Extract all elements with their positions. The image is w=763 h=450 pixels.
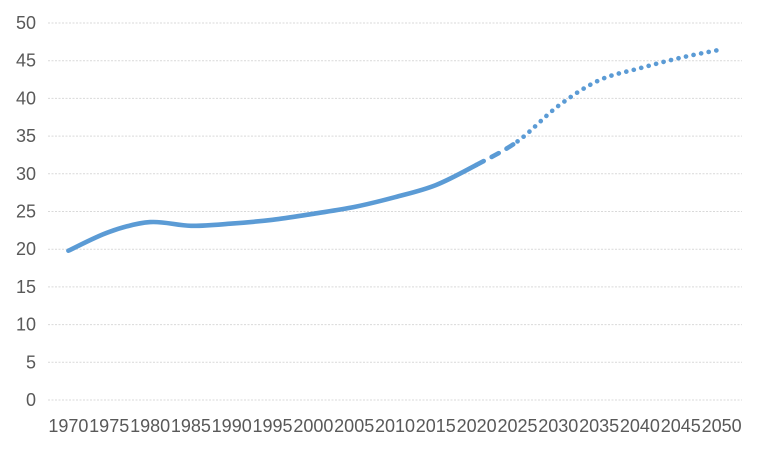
x-axis-tick-label: 1985 bbox=[171, 416, 211, 436]
x-axis-tick-label: 2035 bbox=[579, 416, 619, 436]
x-axis-tick-label: 2010 bbox=[375, 416, 415, 436]
x-axis-tick-label: 2000 bbox=[293, 416, 333, 436]
y-axis-labels-group: 0 5 10 15 20 25 30 35 40 45 50 bbox=[16, 13, 36, 410]
y-axis-tick-label: 40 bbox=[16, 88, 36, 108]
gridlines-group bbox=[48, 22, 742, 401]
series-line-solid bbox=[66, 162, 479, 253]
x-axis-tick-label: 2040 bbox=[620, 416, 660, 436]
y-axis-tick-label: 50 bbox=[16, 13, 36, 33]
x-axis-tick-label: 1980 bbox=[130, 416, 170, 436]
series-line-transition-dashes bbox=[474, 139, 520, 168]
series-line-dotted bbox=[515, 47, 724, 144]
y-axis-tick-label: 15 bbox=[16, 277, 36, 297]
series-group bbox=[66, 47, 724, 253]
x-axis-tick-label: 1995 bbox=[252, 416, 292, 436]
x-axis-tick-label: 1970 bbox=[48, 416, 88, 436]
y-axis-tick-label: 45 bbox=[16, 51, 36, 71]
x-axis-tick-label: 1990 bbox=[212, 416, 252, 436]
x-axis-tick-label: 1975 bbox=[89, 416, 129, 436]
x-axis-tick-label: 2050 bbox=[702, 416, 742, 436]
y-axis-tick-label: 20 bbox=[16, 239, 36, 259]
y-axis-tick-label: 35 bbox=[16, 126, 36, 146]
y-axis-tick-label: 10 bbox=[16, 315, 36, 335]
x-axis-tick-label: 2020 bbox=[457, 416, 497, 436]
y-axis-tick-label: 5 bbox=[26, 352, 36, 372]
x-axis-tick-label: 2045 bbox=[661, 416, 701, 436]
y-axis-tick-label: 30 bbox=[16, 164, 36, 184]
y-axis-tick-label: 0 bbox=[26, 390, 36, 410]
x-axis-tick-label: 2025 bbox=[497, 416, 537, 436]
x-axis-tick-label: 2015 bbox=[416, 416, 456, 436]
x-axis-tick-label: 2005 bbox=[334, 416, 374, 436]
x-axis-labels-group: 1970 1975 1980 1985 1990 1995 2000 2005 2010 2015… bbox=[48, 416, 741, 436]
y-axis-tick-label: 25 bbox=[16, 202, 36, 222]
x-axis-tick-label: 2030 bbox=[538, 416, 578, 436]
